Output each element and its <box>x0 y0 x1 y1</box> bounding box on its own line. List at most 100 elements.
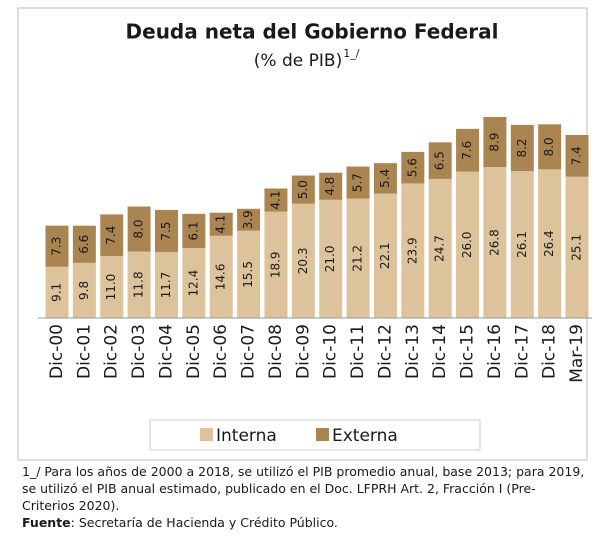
bar-segment <box>456 128 480 172</box>
bar-segment <box>401 151 425 184</box>
bar-segment <box>428 178 452 318</box>
value-label: 6.1 <box>186 221 200 240</box>
value-label: 4.8 <box>323 177 337 196</box>
bar-segment <box>264 188 288 212</box>
value-label: 14.6 <box>214 264 228 291</box>
bar-segment <box>45 225 69 267</box>
x-tick-label: Dic-16 <box>485 324 505 379</box>
subtitle-note: 1_/ <box>343 47 359 60</box>
value-label: 7.5 <box>159 221 173 240</box>
chart-title: Deuda neta del Gobierno Federal <box>126 20 499 44</box>
bar-segment <box>127 251 151 318</box>
x-tick-label: Dic-04 <box>156 324 176 379</box>
bar-segment <box>401 183 425 318</box>
bar-segment <box>346 166 370 199</box>
value-label: 7.3 <box>50 237 64 256</box>
value-label: 26.4 <box>542 230 556 257</box>
x-tick-label: Dic-14 <box>430 324 450 379</box>
x-tick-label: Dic-17 <box>512 324 532 379</box>
bar-segment <box>428 142 452 179</box>
bar-segment <box>456 171 480 318</box>
x-tick-label: Dic-07 <box>239 324 259 379</box>
legend-swatch <box>316 428 329 441</box>
value-label: 5.4 <box>378 169 392 188</box>
value-label: 23.9 <box>405 237 419 264</box>
x-tick-label: Dic-02 <box>102 324 122 379</box>
value-label: 21.0 <box>323 246 337 273</box>
bar-segment <box>373 193 397 318</box>
value-label: 8.0 <box>542 137 556 156</box>
x-tick-label: Dic-00 <box>47 324 67 379</box>
bar-segment <box>154 252 178 318</box>
bar-segment <box>319 199 343 318</box>
bar-segment <box>45 266 69 318</box>
value-label: 18.9 <box>268 251 282 278</box>
value-label: 8.0 <box>132 219 146 238</box>
value-label: 5.0 <box>296 180 310 199</box>
bar-segment <box>346 198 370 318</box>
legend-swatch <box>200 428 213 441</box>
bar-segment <box>209 235 233 318</box>
value-label: 8.9 <box>487 133 501 152</box>
value-label: 5.7 <box>351 173 365 192</box>
value-label: 25.1 <box>570 234 584 261</box>
x-tick-label: Dic-11 <box>348 324 368 379</box>
legend-box <box>149 419 481 451</box>
bar-segment <box>538 124 562 170</box>
value-label: 26.8 <box>487 229 501 256</box>
value-label: 7.4 <box>104 226 118 245</box>
bar-segment <box>237 208 261 231</box>
x-tick-label: Dic-13 <box>403 324 423 379</box>
bar-segment <box>373 163 397 194</box>
value-label: 8.2 <box>515 138 529 157</box>
x-tick-label: Dic-10 <box>321 324 341 379</box>
footnote: 1_/ Para los años de 2000 a 2018, se uti… <box>22 464 585 513</box>
bar-segment <box>483 167 507 318</box>
bar-segment <box>237 230 261 318</box>
bar-segment <box>72 262 96 318</box>
value-label: 22.1 <box>378 242 392 269</box>
source-text: : Secretaría de Hacienda y Crédito Públi… <box>70 515 338 530</box>
bar-segment <box>510 171 534 318</box>
x-tick-label: Dic-18 <box>540 324 560 379</box>
value-label: 9.1 <box>50 283 64 302</box>
x-tick-label: Dic-12 <box>375 324 395 379</box>
bar-segment <box>209 212 233 236</box>
bar-segment <box>319 172 343 200</box>
value-label: 7.4 <box>570 146 584 165</box>
bar-segment <box>264 211 288 318</box>
bar-segment <box>565 176 589 318</box>
x-tick-label: Mar-19 <box>567 324 587 383</box>
legend-label: Interna <box>216 426 277 446</box>
x-tick-label: Dic-03 <box>129 324 149 379</box>
source-label: Fuente <box>22 515 71 530</box>
x-tick-label: Dic-06 <box>211 324 231 379</box>
value-label: 11.0 <box>104 274 118 301</box>
bar-segment <box>100 256 124 318</box>
bar-segment <box>538 169 562 318</box>
x-tick-label: Dic-08 <box>266 324 286 379</box>
value-label: 26.0 <box>460 231 474 258</box>
value-label: 9.8 <box>77 281 91 300</box>
notes: 1_/ Para los años de 2000 a 2018, se uti… <box>22 463 587 531</box>
value-label: 5.6 <box>405 158 419 177</box>
x-tick-label: Dic-15 <box>458 324 478 379</box>
source: Fuente: Secretaría de Hacienda y Crédito… <box>22 514 587 531</box>
value-label: 6.5 <box>433 151 447 170</box>
bar-segment <box>182 248 206 318</box>
bar-segment <box>100 214 124 257</box>
value-label: 26.1 <box>515 231 529 258</box>
bar-segment <box>565 135 589 177</box>
value-label: 4.1 <box>268 190 282 209</box>
x-tick-label: Dic-01 <box>74 324 94 379</box>
value-label: 11.8 <box>132 271 146 298</box>
bar-segment <box>182 213 206 249</box>
bar-segment <box>291 203 315 318</box>
value-label: 15.5 <box>241 261 255 288</box>
x-tick-label: Dic-05 <box>184 324 204 379</box>
bar-segment <box>72 225 96 263</box>
value-label: 4.1 <box>214 215 228 234</box>
value-label: 21.2 <box>351 245 365 272</box>
